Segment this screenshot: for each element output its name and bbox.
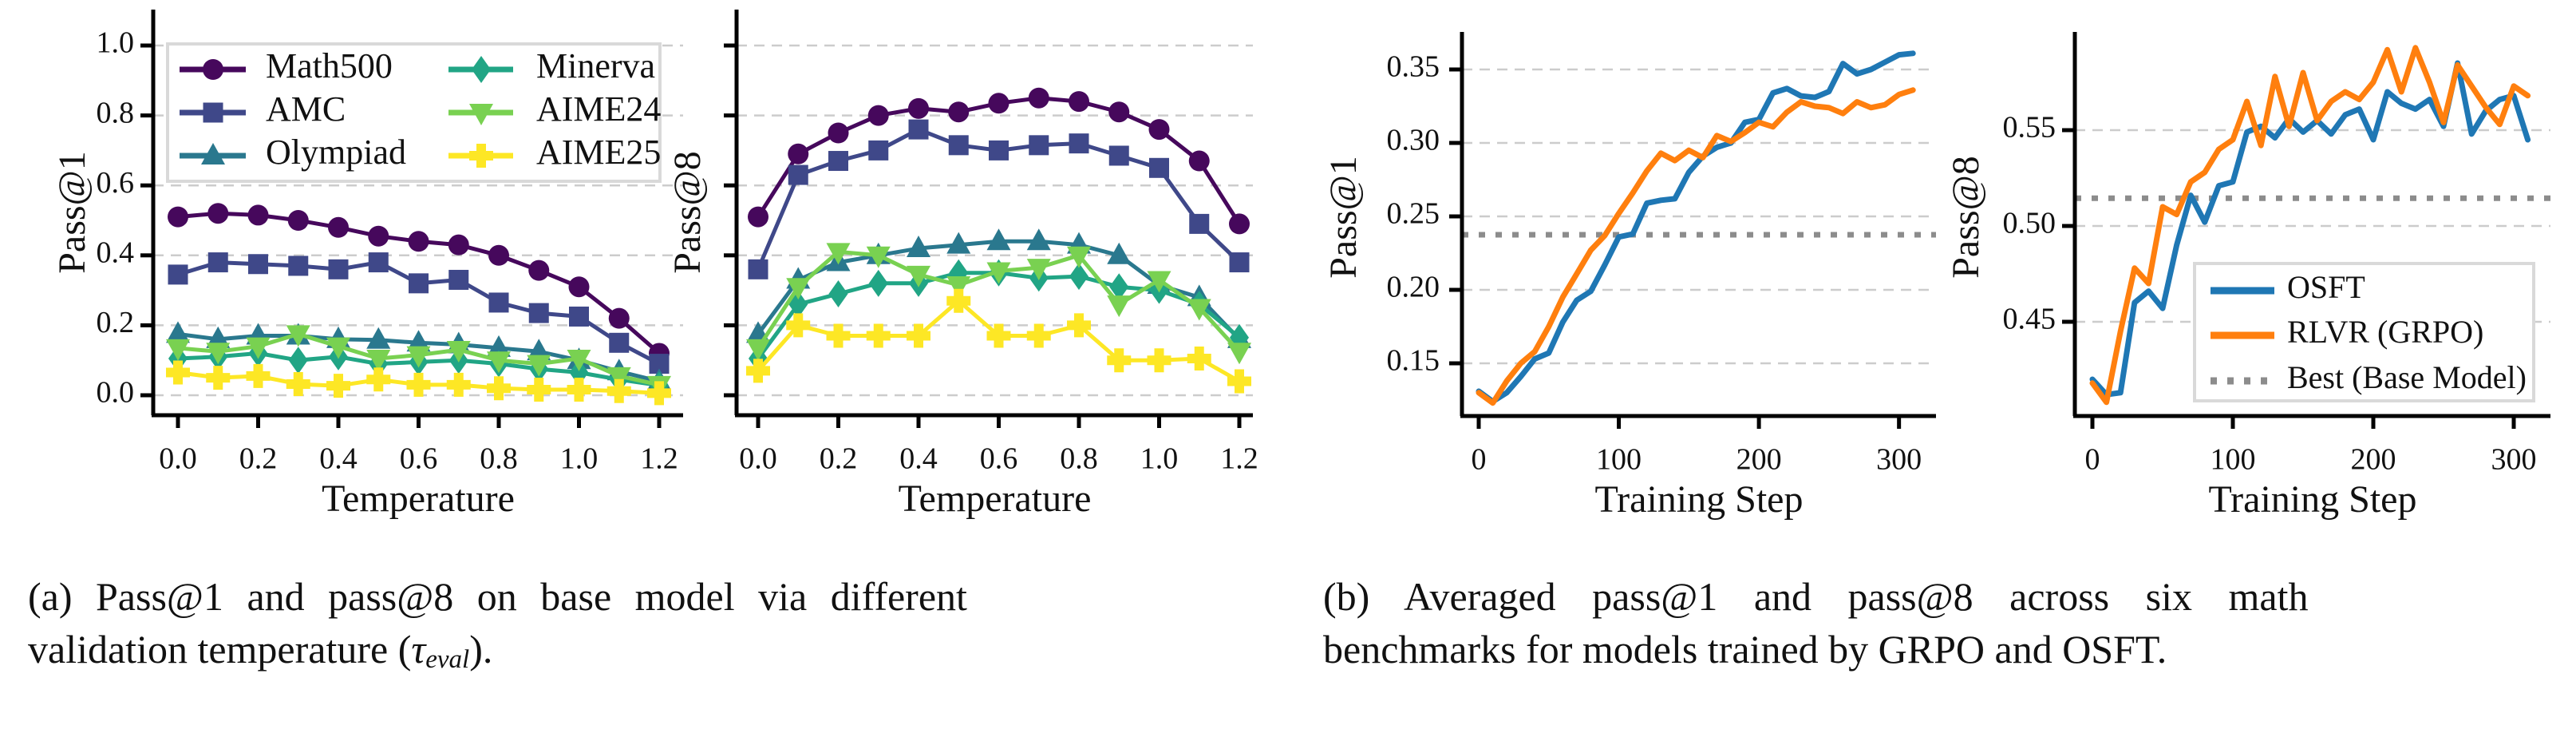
x-tick-label: 1.2 [1220, 442, 1258, 476]
legend-label: Math500 [266, 46, 393, 85]
x-tick-label: 1.2 [640, 442, 678, 476]
y-tick-label: 0.15 [1387, 344, 1440, 378]
legend-label: AMC [266, 89, 346, 129]
y-tick-label: 0.6 [97, 166, 135, 200]
x-tick-label: 300 [1876, 443, 1922, 477]
y-tick-label: 0.20 [1387, 271, 1440, 304]
legend-label: AIME24 [536, 89, 661, 129]
legend-label: AIME25 [536, 133, 661, 172]
legend: Math500 AMC Olympiad Minerva AIME24 AIME25 [166, 42, 662, 183]
x-tick-label: 0.0 [739, 442, 777, 476]
gridlines [737, 44, 1253, 397]
x-tick-label: 0.0 [159, 442, 197, 476]
legend-label: Best (Base Model) [2287, 359, 2527, 395]
axes: 0 100 200 300 0.15 0.20 0.25 0.30 0.35 [1387, 32, 1936, 477]
caption-a-line2-prefix: validation temperature ( [28, 627, 412, 672]
x-tick-label: 0.4 [319, 442, 358, 476]
tau-subscript: eval [425, 644, 470, 674]
legend-label: Minerva [536, 46, 655, 85]
x-tick-label: 1.0 [1140, 442, 1179, 476]
legend-label: Olympiad [266, 133, 406, 172]
axes: 0.0 0.2 0.4 0.6 0.8 1.0 1.2 [724, 10, 1258, 476]
y-tick-label: 0.0 [97, 376, 135, 410]
series-amc [748, 119, 1250, 279]
series-math500 [168, 203, 670, 364]
y-tick-label: 0.25 [1387, 197, 1440, 231]
x-axis-label: Training Step [1595, 478, 1804, 521]
axes: 0 100 200 300 0.45 0.50 0.55 [2003, 32, 2550, 477]
x-tick-label: 0.8 [1060, 442, 1098, 476]
y-tick-label: 0.50 [2003, 207, 2056, 240]
y-axis-label: Pass@8 [1945, 156, 1987, 279]
y-tick-label: 1.0 [97, 26, 135, 60]
x-axis-label: Temperature [322, 477, 515, 520]
y-axis-label: Pass@1 [51, 151, 93, 274]
series-rlvr-grpo- [2089, 45, 2531, 406]
x-tick-label: 200 [1736, 443, 1782, 477]
x-axis-label: Temperature [899, 477, 1092, 520]
y-axis-label: Pass@1 [1322, 156, 1365, 279]
series-amc [168, 252, 670, 374]
caption-panel-b: (b) Averaged pass@1 and pass@8 across si… [1323, 570, 2568, 676]
legend: OSFT RLVR (GRPO) Best (Base Model) [2193, 262, 2535, 402]
series-osft [1476, 50, 1916, 405]
x-tick-label: 0.2 [820, 442, 858, 476]
x-tick-label: 0.4 [899, 442, 938, 476]
chart-pass8-temperature: 0.0 0.2 0.4 0.6 0.8 1.0 1.2 Temperature Pass@8 [666, 10, 1258, 520]
x-tick-label: 0 [2085, 443, 2100, 477]
caption-panel-a: (a) Pass@1 and pass@8 on base model via … [28, 570, 1261, 686]
chart-pass8-training-step: 0 100 200 300 0.45 0.50 0.55 Training Step Pass@… [1945, 32, 2550, 521]
y-tick-label: 0.2 [97, 306, 135, 339]
x-tick-label: 0 [1472, 443, 1487, 477]
legend-label: OSFT [2287, 269, 2365, 305]
x-tick-label: 100 [2211, 443, 2256, 477]
y-tick-label: 0.45 [2003, 303, 2056, 336]
y-tick-label: 0.8 [97, 96, 135, 129]
series-aime24 [746, 243, 1251, 365]
y-tick-label: 0.55 [2003, 111, 2056, 145]
chart-pass1-temperature: 0.0 0.2 0.4 0.6 0.8 1.0 1.2 0.0 0.2 0.4 0.6 0.8 1.0 T… [51, 10, 683, 520]
x-tick-label: 0.2 [239, 442, 278, 476]
x-tick-label: 200 [2351, 443, 2396, 477]
charts-canvas: 0.0 0.2 0.4 0.6 0.8 1.0 1.2 0.0 0.2 0.4 0.6 0.8 1.0 T… [51, 10, 2550, 521]
x-tick-label: 300 [2491, 443, 2537, 477]
legend-label: RLVR (GRPO) [2287, 314, 2483, 350]
caption-b-line1: (b) Averaged pass@1 and pass@8 across si… [1323, 574, 2309, 619]
series-rlvr-grpo- [1476, 87, 1916, 406]
x-tick-label: 100 [1596, 443, 1642, 477]
series-aime25 [746, 288, 1251, 394]
series-math500 [748, 87, 1250, 235]
caption-a-line1: (a) Pass@1 and pass@8 on base model via … [28, 574, 967, 619]
y-tick-label: 0.35 [1387, 50, 1440, 84]
x-tick-label: 0.6 [980, 442, 1018, 476]
x-axis-label: Training Step [2209, 478, 2417, 521]
series-aime25 [166, 360, 671, 406]
axes: 0.0 0.2 0.4 0.6 0.8 1.0 1.2 0.0 0.2 0.4 0.6 0.8 1.0 [97, 10, 683, 476]
x-tick-label: 0.8 [480, 442, 518, 476]
caption-a-line2-suffix: ). [469, 627, 493, 672]
y-tick-label: 0.30 [1387, 124, 1440, 157]
x-tick-label: 0.6 [400, 442, 438, 476]
chart-pass1-training-step: 0 100 200 300 0.15 0.20 0.25 0.30 0.35 Training S… [1322, 32, 1936, 521]
x-tick-label: 1.0 [560, 442, 599, 476]
gridlines [1462, 68, 1936, 365]
tau-symbol: τ [411, 627, 426, 672]
y-axis-label: Pass@8 [666, 151, 709, 274]
y-tick-label: 0.4 [97, 236, 135, 270]
caption-b-line2: benchmarks for models trained by GRPO an… [1323, 627, 2167, 672]
series-aime24 [166, 325, 671, 398]
